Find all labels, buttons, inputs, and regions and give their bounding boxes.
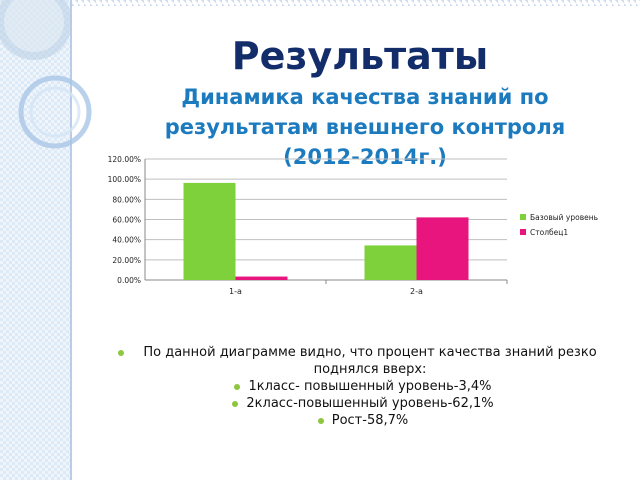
legend-label: Столбец1 bbox=[530, 228, 568, 237]
legend-label: Базовый уровень bbox=[530, 213, 598, 222]
legend-swatch bbox=[520, 229, 526, 235]
bullet-item: По данной диаграмме видно, что процент к… bbox=[110, 344, 620, 378]
top-decorative-strip bbox=[72, 0, 640, 6]
slide-subtitle: Динамика качества знаний по результатам … bbox=[164, 85, 566, 169]
bullet-item: 1класс- повышенный уровень-3,4% bbox=[110, 378, 620, 395]
bar-base bbox=[364, 245, 417, 280]
decor-circle-large bbox=[0, 0, 72, 60]
left-divider-line bbox=[70, 0, 72, 480]
legend-swatch bbox=[520, 214, 526, 220]
decor-ring-inner bbox=[29, 86, 81, 138]
decor-circle-inner bbox=[4, 0, 64, 52]
bullet-text: 1класс- повышенный уровень-3,4% bbox=[248, 379, 492, 394]
bullet-dot bbox=[118, 350, 124, 356]
bullet-item: 2класс-повышенный уровень-62,1% bbox=[110, 395, 620, 412]
bar-chart: 0.00% 20.00% 40.00% 60.00% 80.00% 100.00% 120.… bbox=[108, 155, 598, 296]
y-tick-label: 100.00% bbox=[108, 175, 141, 184]
y-tick-label: 60.00% bbox=[112, 216, 141, 225]
y-tick-label: 0.00% bbox=[117, 276, 141, 285]
y-tick-label: 120.00% bbox=[108, 155, 141, 164]
bar-series2 bbox=[416, 217, 469, 280]
bullet-dot bbox=[232, 401, 239, 407]
bullet-text: 2класс-повышенный уровень-62,1% bbox=[246, 396, 494, 411]
decor-ring bbox=[18, 75, 92, 149]
y-tick-label: 20.00% bbox=[112, 256, 141, 265]
bullet-text: Рост-58,7% bbox=[331, 413, 409, 428]
x-tick-label: 1-а bbox=[229, 287, 242, 296]
bullet-dot bbox=[234, 384, 241, 390]
bullet-list: По данной диаграмме видно, что процент к… bbox=[110, 344, 620, 429]
bullet-item: Рост-58,7% bbox=[110, 412, 620, 429]
slide-title: Результаты bbox=[231, 34, 489, 78]
decorative-circles bbox=[0, 0, 92, 149]
x-tick-label: 2-а bbox=[410, 287, 423, 296]
y-tick-label: 80.00% bbox=[112, 195, 141, 204]
bullet-dot bbox=[317, 418, 324, 424]
bar-base bbox=[183, 182, 236, 280]
bar-series2 bbox=[235, 276, 288, 280]
bullet-text: По данной диаграмме видно, что процент к… bbox=[143, 345, 597, 377]
y-tick-label: 40.00% bbox=[112, 236, 141, 245]
